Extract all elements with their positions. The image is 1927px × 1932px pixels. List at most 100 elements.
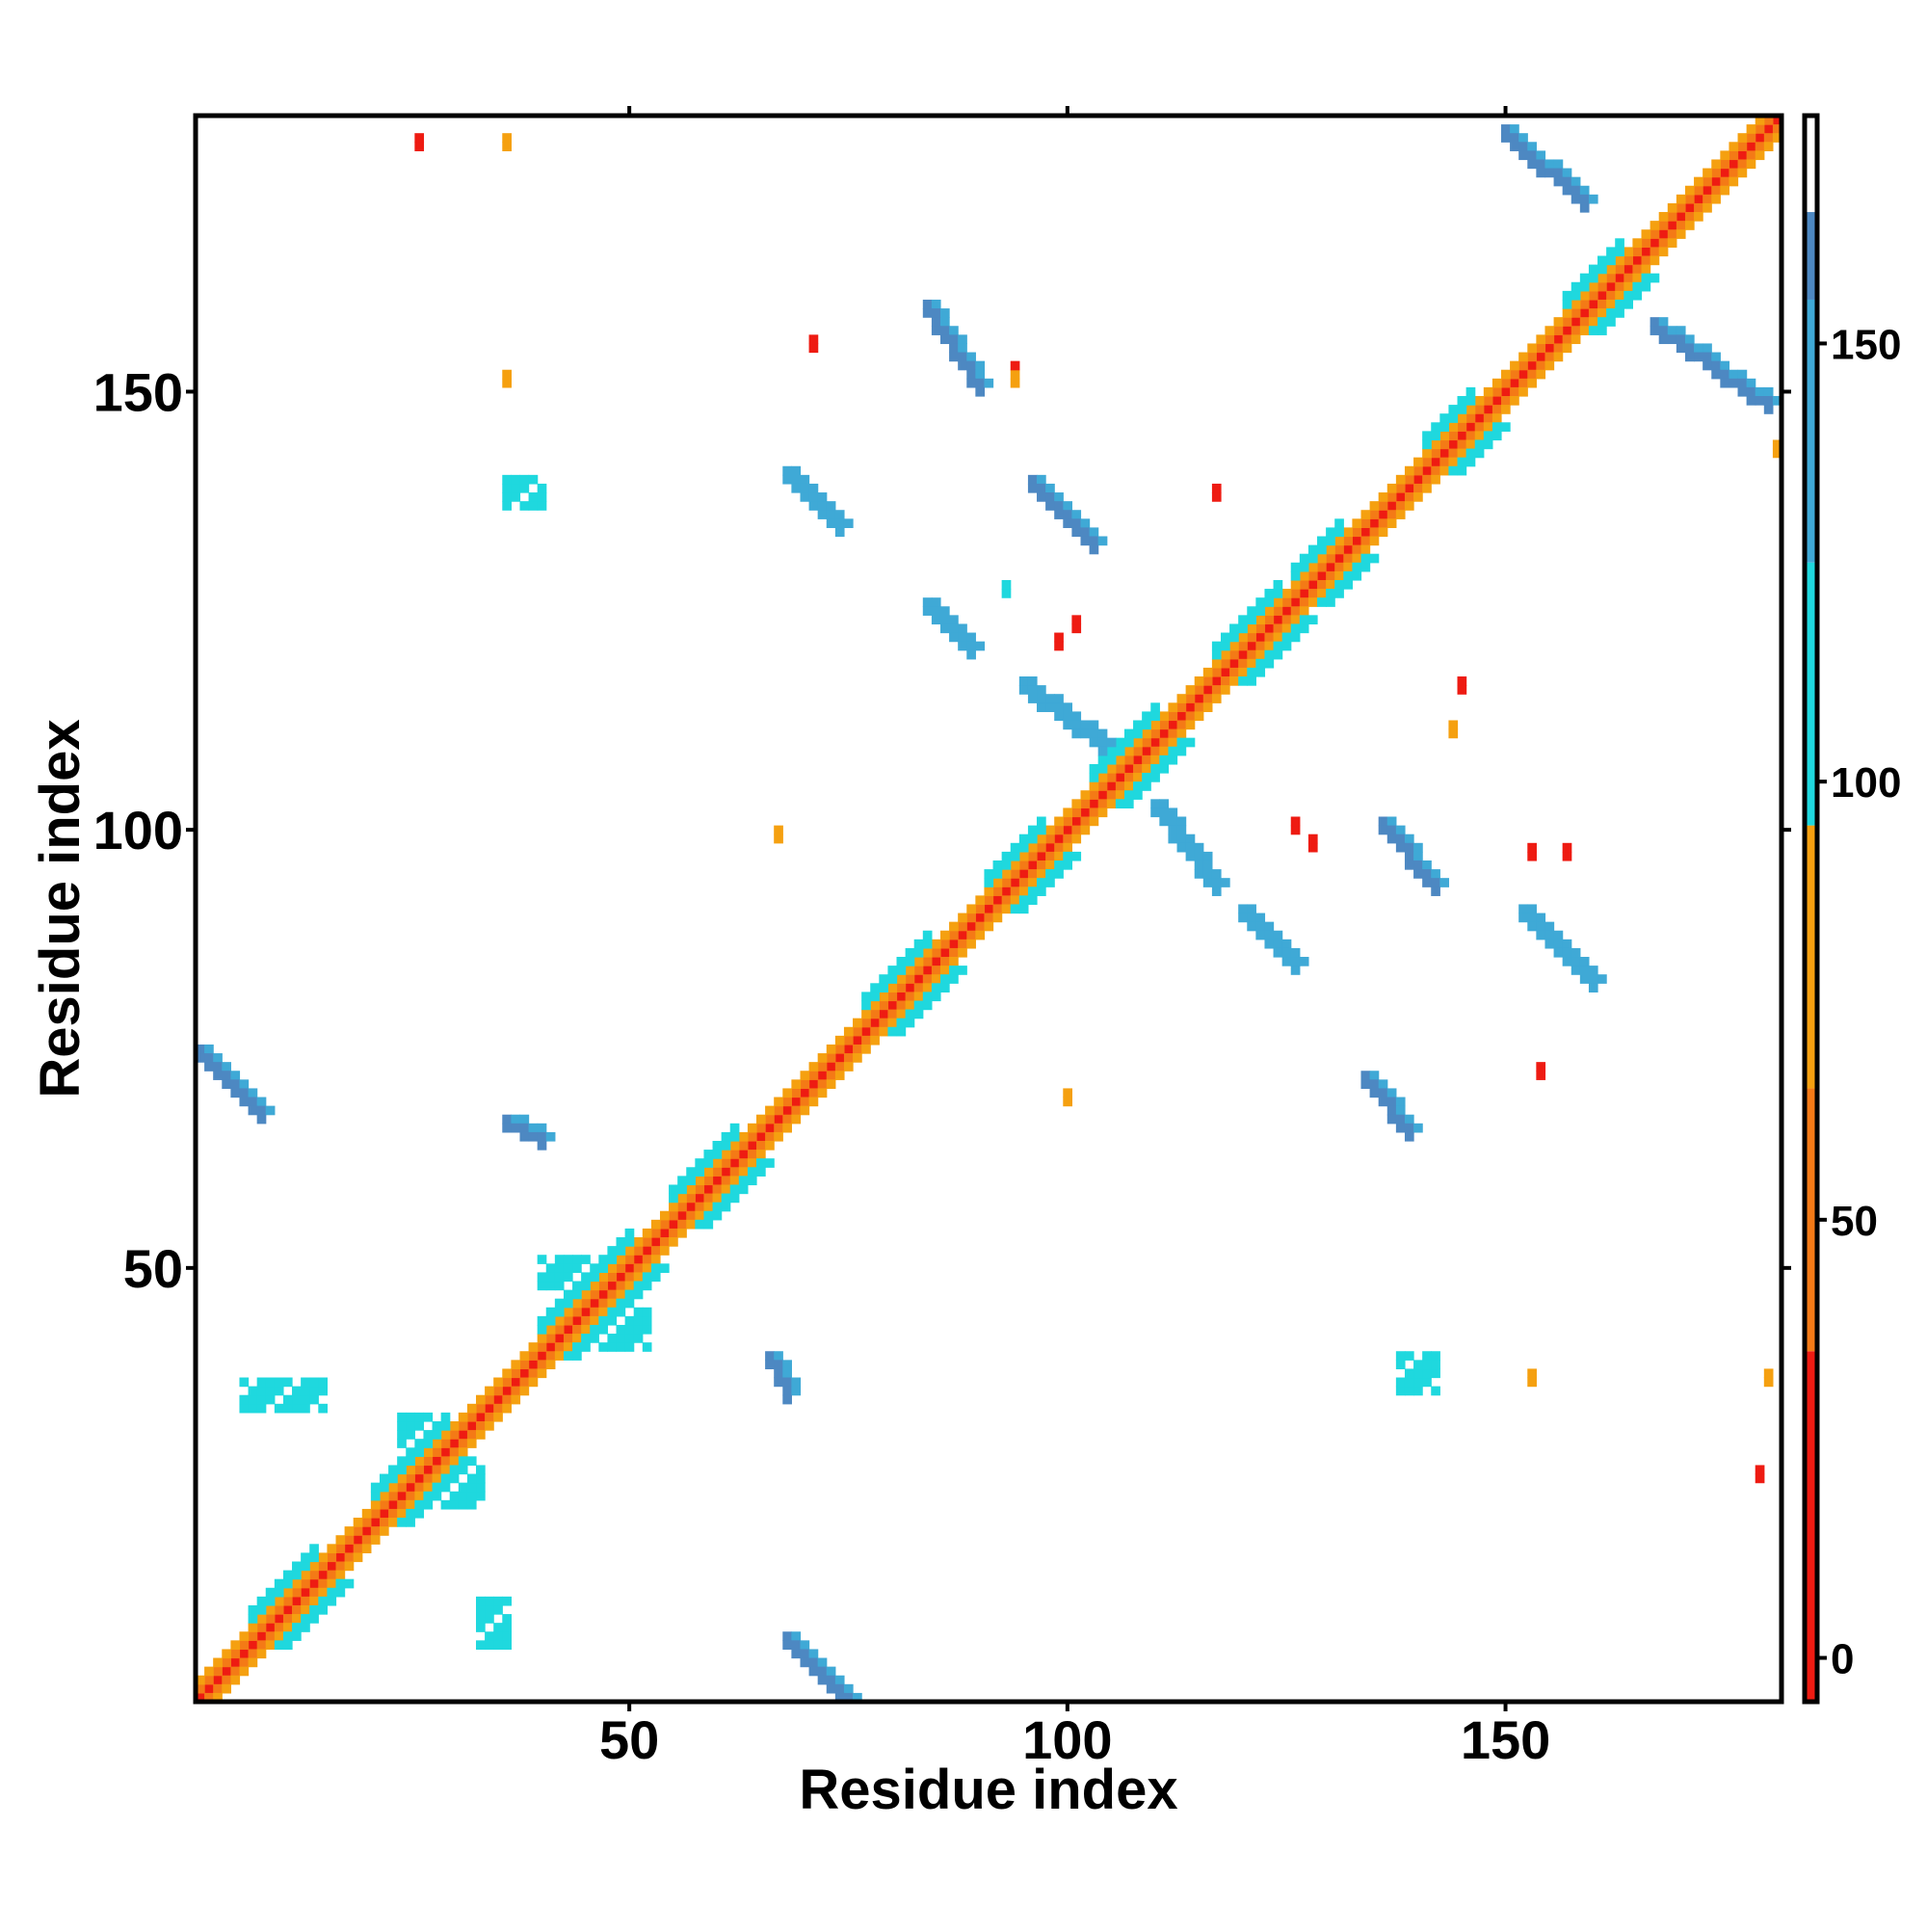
heatmap-cell [1510,142,1519,151]
heatmap-cell [1247,615,1256,625]
heatmap-cell [1413,860,1423,870]
heatmap-cell [476,1473,486,1484]
heatmap-cell [1746,124,1756,134]
heatmap-cell [887,1026,898,1037]
heatmap-cell [537,1281,547,1291]
heatmap-cell [905,966,915,975]
heatmap-cell [519,1368,530,1379]
heatmap-cell [1755,142,1765,151]
heatmap-cell [1422,860,1432,870]
heatmap-cell [1448,413,1459,423]
heatmap-cell [449,1447,460,1457]
heatmap-cell [1465,431,1476,441]
heatmap-cell [344,1526,355,1536]
heatmap-cell [1176,720,1187,730]
heatmap-cell [1658,326,1669,335]
heatmap-cell [1037,816,1046,827]
heatmap-cell [327,1561,337,1572]
heatmap-cell [1273,579,1283,590]
heatmap-cell [335,1578,346,1589]
heatmap-cell [274,1623,284,1632]
heatmap-cell [282,1587,293,1598]
heatmap-cell [800,1649,810,1659]
heatmap-cell [1553,317,1564,327]
heatmap-cell [1562,290,1572,301]
heatmap-cell [1457,431,1467,441]
heatmap-cell [1571,299,1581,309]
heatmap-cell [545,1281,556,1291]
heatmap-cell [1247,623,1256,634]
heatmap-cell [213,1071,223,1080]
heatmap-cell [1168,711,1178,722]
heatmap-cell [765,1114,775,1125]
heatmap-cell [861,992,871,1002]
heatmap-cell [721,1167,731,1177]
heatmap-cell [440,1482,451,1493]
heatmap-cell [476,1614,486,1624]
heatmap-cell [581,1281,591,1291]
heatmap-cell [1597,255,1607,266]
heatmap-cell [1755,386,1765,397]
heatmap-cell [992,913,1003,923]
heatmap-cell [265,1386,276,1396]
heatmap-cell [896,974,907,984]
heatmap-cell [1623,255,1633,266]
heatmap-cell [791,465,802,476]
heatmap-cell [1027,851,1038,861]
heatmap-cell [1404,465,1414,476]
heatmap-cell [721,1131,731,1142]
heatmap-cell [466,1430,477,1440]
heatmap-cell [1378,1097,1388,1107]
heatmap-cell [939,623,950,634]
heatmap-cell [1527,378,1537,388]
heatmap-cell [370,1535,381,1545]
heatmap-cell [423,1439,434,1448]
heatmap-cell [931,974,941,984]
heatmap-cell [729,1123,740,1133]
heatmap-cell [502,1596,512,1606]
heatmap-cell [1054,492,1064,502]
heatmap-cell [659,1228,670,1238]
heatmap-cell [309,1578,319,1589]
heatmap-cell [1720,168,1730,178]
heatmap-cell [1264,921,1275,932]
heatmap-cell [554,1315,565,1326]
heatmap-cell [738,1131,749,1142]
heatmap-cell [1457,685,1467,695]
heatmap-cell [1369,553,1380,564]
heatmap-cell [414,1499,425,1510]
heatmap-cell [265,1596,276,1606]
heatmap-cell [1500,378,1511,388]
heatmap-cell [563,1263,573,1273]
heatmap-cell [1010,878,1020,887]
heatmap-cell [1281,939,1292,949]
heatmap-cell [1247,658,1256,669]
heatmap-cell [1115,773,1125,782]
heatmap-cell [397,1491,407,1501]
heatmap-cell [1413,869,1423,879]
heatmap-cell [1378,510,1388,519]
heatmap-cell [905,992,915,1002]
heatmap-cell [1097,790,1108,800]
heatmap-cell [1360,518,1371,529]
heatmap-cell [1632,264,1643,275]
x-tick-label: 100 [1022,1709,1112,1770]
heatmap-cell [1510,369,1519,380]
heatmap-cell [528,1351,539,1361]
heatmap-cell [292,1623,302,1632]
heatmap-cell [256,1394,267,1405]
heatmap-cell [292,1578,302,1589]
heatmap-cell [1343,536,1353,546]
heatmap-cell [887,983,898,992]
heatmap-cell [843,1062,854,1072]
heatmap-cell [1729,159,1739,170]
heatmap-cell [309,1596,319,1606]
heatmap-cell [1307,570,1318,581]
heatmap-cell [1097,536,1108,546]
heatmap-cell [1264,623,1275,634]
heatmap-cell [458,1430,468,1440]
heatmap-cell [642,1307,652,1317]
heatmap-cell [966,930,976,940]
heatmap-cell [256,1105,267,1116]
colorbar-bin [1807,562,1815,826]
